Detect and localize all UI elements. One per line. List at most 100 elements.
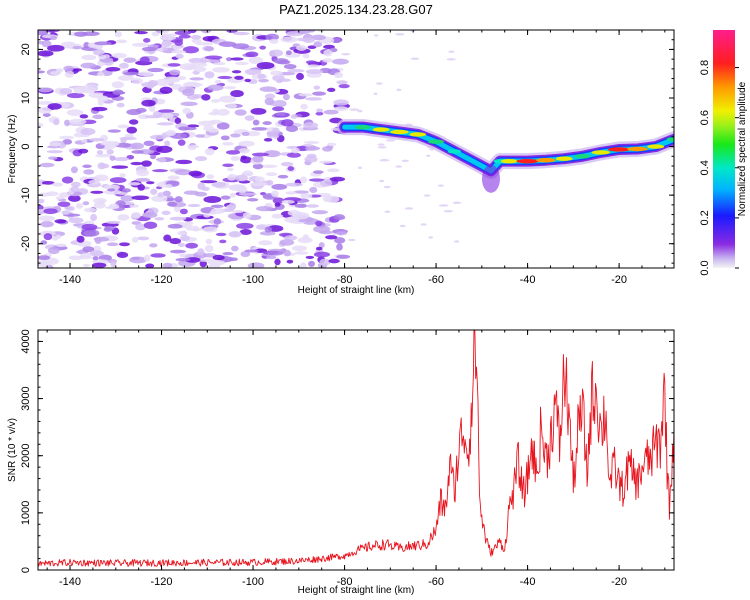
noise-blob <box>334 237 346 244</box>
noise-blob <box>38 107 52 114</box>
noise-blob <box>334 106 349 112</box>
noise-blob <box>446 58 456 61</box>
noise-blob <box>266 131 275 139</box>
noise-blob <box>185 257 201 263</box>
noise-blob <box>149 243 158 248</box>
noise-blob <box>150 188 158 195</box>
spectrogram-x-axis: -140 -120 -100 -80 -60 -40 -20 <box>46 30 666 286</box>
noise-blob <box>270 49 284 57</box>
noise-blob <box>82 201 90 206</box>
noise-blob <box>92 256 99 261</box>
noise-blob <box>239 229 252 236</box>
noise-blob <box>80 62 97 69</box>
noise-blob <box>315 246 323 251</box>
noise-blob <box>313 251 331 258</box>
noise-blob <box>190 35 202 40</box>
noise-blob <box>335 231 348 236</box>
noise-blob <box>310 34 326 41</box>
noise-blob <box>379 159 390 162</box>
spectrogram-y-axis: 20 10 0 -10 -20 <box>20 29 674 264</box>
noise-blob <box>318 242 325 248</box>
noise-blob <box>420 223 427 226</box>
noise-blob <box>150 253 166 258</box>
noise-blob <box>192 94 204 99</box>
noise-blob <box>175 258 191 262</box>
spectrogram-y-tick-label: -10 <box>20 187 32 203</box>
ridge-amplitude-mark <box>447 149 461 154</box>
noise-blob <box>167 223 183 229</box>
noise-blob <box>111 52 127 59</box>
noise-blob <box>59 87 73 95</box>
noise-blob <box>167 201 178 207</box>
noise-blob <box>323 49 333 57</box>
noise-blob <box>54 234 62 239</box>
noise-blob <box>143 38 151 43</box>
noise-blob <box>48 156 58 160</box>
noise-blob <box>81 223 98 231</box>
noise-blob <box>244 115 255 121</box>
noise-blob <box>222 163 234 168</box>
noise-blob <box>82 263 91 268</box>
noise-blob <box>385 139 396 142</box>
noise-blob <box>44 30 61 33</box>
noise-blob <box>207 84 224 91</box>
noise-blob <box>238 140 255 147</box>
noise-blob <box>91 106 108 112</box>
noise-blob <box>38 204 44 210</box>
noise-blob <box>322 195 333 203</box>
noise-blob <box>302 122 319 129</box>
noise-blob <box>210 98 221 103</box>
noise-blob <box>299 262 307 268</box>
noise-blob <box>169 237 182 245</box>
snr-x-tick-label: -20 <box>611 576 627 588</box>
noise-blob <box>90 190 104 194</box>
noise-blob <box>65 206 74 211</box>
noise-blob <box>252 163 264 170</box>
noise-blob <box>283 63 297 70</box>
noise-blob <box>136 169 149 177</box>
noise-blob <box>178 34 191 39</box>
noise-blob <box>204 46 215 52</box>
noise-blob <box>88 180 100 185</box>
noise-blob <box>123 57 137 63</box>
ridge-amplitude-mark <box>647 144 665 149</box>
noise-blob <box>174 169 192 176</box>
noise-blob <box>286 152 301 158</box>
noise-blob <box>55 243 67 248</box>
noise-blob <box>443 209 454 213</box>
noise-blob <box>145 263 155 268</box>
noise-blob <box>174 117 182 125</box>
noise-blob <box>97 55 107 60</box>
noise-blob <box>242 170 254 177</box>
noise-blob <box>305 255 315 259</box>
noise-blob <box>47 103 62 110</box>
noise-blob <box>229 192 236 198</box>
spectrogram-x-tick-label: -120 <box>151 274 173 286</box>
noise-blob <box>162 190 171 197</box>
noise-blob <box>213 218 222 225</box>
noise-blob <box>180 101 198 107</box>
noise-blob <box>322 58 333 63</box>
noise-blob <box>38 50 54 57</box>
noise-blob <box>264 97 275 106</box>
noise-blob <box>139 56 150 64</box>
noise-blob <box>152 169 168 173</box>
noise-blob <box>130 161 143 166</box>
noise-blob <box>119 242 130 247</box>
noise-blob <box>218 95 237 103</box>
noise-blob <box>51 182 64 187</box>
noise-blob <box>188 57 204 64</box>
noise-blob <box>233 31 250 36</box>
noise-blob <box>404 207 414 210</box>
noise-blob <box>284 235 298 241</box>
noise-blob <box>258 78 269 83</box>
noise-blob <box>200 180 218 184</box>
noise-blob <box>270 70 283 76</box>
noise-blob <box>375 82 383 85</box>
noise-blob <box>141 99 156 107</box>
noise-blob <box>277 174 289 179</box>
noise-blob <box>201 186 210 192</box>
noise-blob <box>94 174 109 182</box>
noise-blob <box>280 36 298 43</box>
noise-blob <box>325 235 338 240</box>
